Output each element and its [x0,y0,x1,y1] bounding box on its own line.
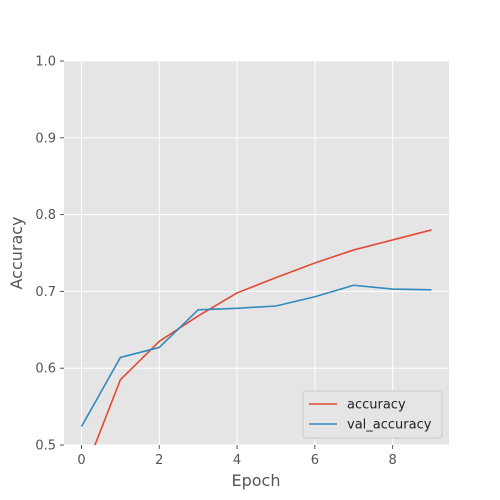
x-tick-label: 4 [233,453,241,468]
y-tick-label: 0.9 [35,131,56,146]
x-tick-label: 8 [388,453,396,468]
y-tick-label: 0.6 [35,362,56,377]
x-tick-label: 2 [155,453,163,468]
y-tick-label: 0.8 [35,208,56,223]
legend: accuracy val_accuracy [302,390,443,439]
plot-area [64,61,449,445]
series-line-accuracy [94,229,432,445]
tick-labels: 0 2 4 6 8 0.5 0.6 0.7 0.8 0.9 1.0 [35,55,396,469]
grid-lines [64,60,449,446]
legend-label: accuracy [347,398,406,413]
x-tick-label: 0 [77,453,85,468]
y-axis-label: Accuracy [7,216,26,289]
y-tick-label: 0.7 [35,285,56,300]
legend-label: val_accuracy [347,418,432,433]
x-tick-label: 6 [311,453,319,468]
series-layer [80,229,432,445]
x-axis-label: Epoch [232,471,281,490]
y-tick-label: 0.5 [35,439,56,454]
legend-box [302,390,443,439]
series-line-val_accuracy [80,284,432,427]
y-tick-label: 1.0 [35,55,56,70]
